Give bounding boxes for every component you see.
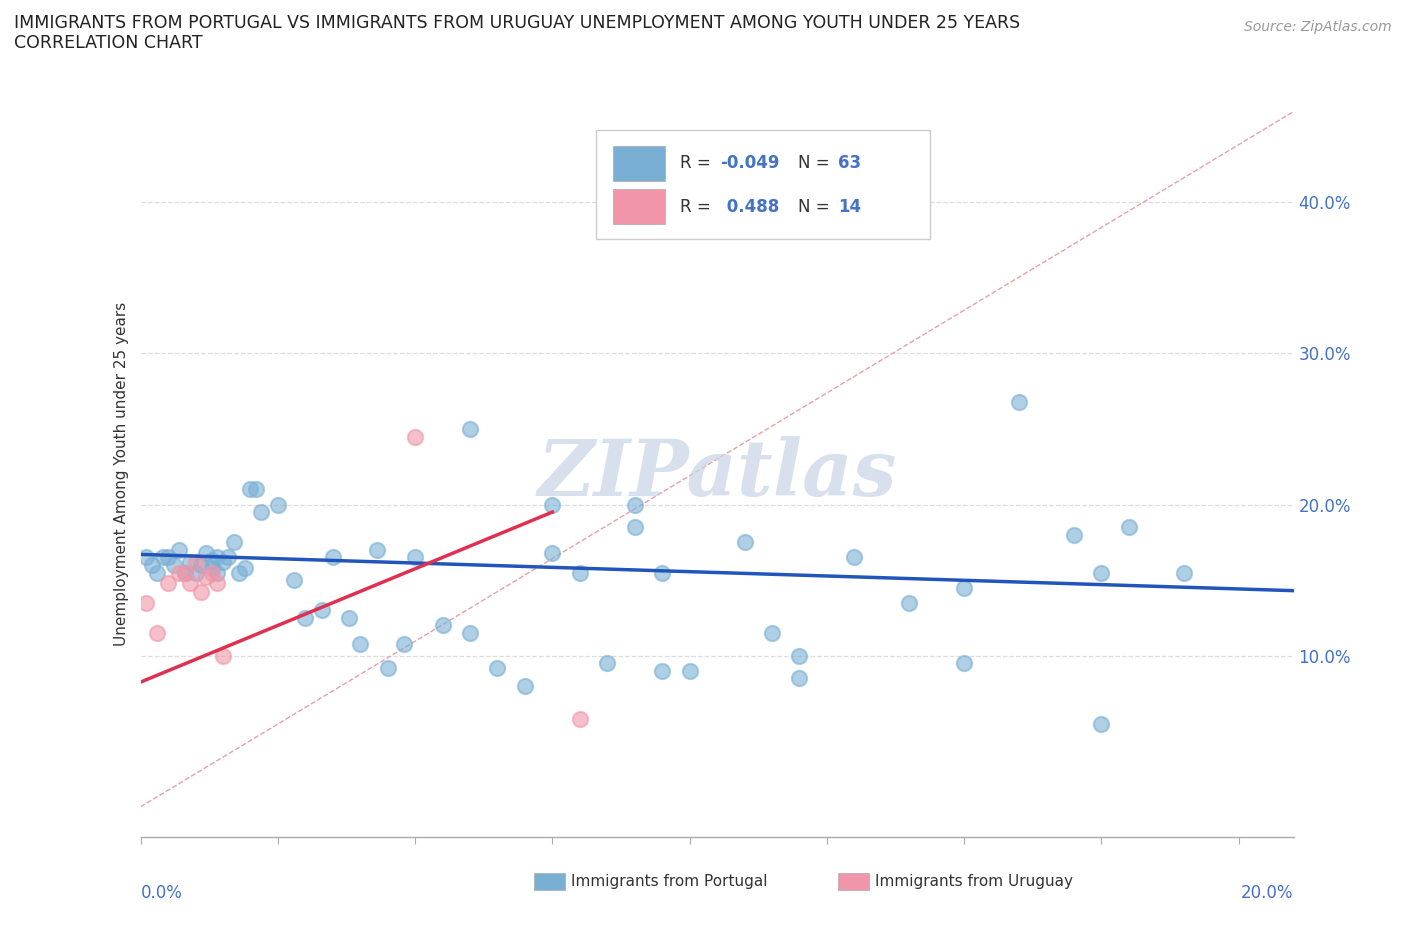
- Point: [190, 585, 212, 600]
- Point: [207, 565, 229, 580]
- Point: [541, 545, 564, 560]
- Point: [146, 565, 169, 580]
- Point: [146, 626, 169, 641]
- Point: [392, 636, 415, 651]
- Point: [568, 565, 591, 580]
- Point: [294, 610, 316, 625]
- Text: R =: R =: [681, 154, 716, 172]
- Point: [173, 565, 195, 580]
- Point: [458, 421, 481, 436]
- Text: 14: 14: [838, 198, 862, 216]
- FancyBboxPatch shape: [596, 130, 931, 239]
- Point: [250, 505, 273, 520]
- Text: 0.0%: 0.0%: [141, 884, 183, 901]
- Point: [228, 565, 250, 580]
- Point: [1118, 520, 1140, 535]
- Text: 63: 63: [838, 154, 862, 172]
- Point: [432, 618, 454, 633]
- Bar: [613, 146, 665, 180]
- Point: [179, 576, 201, 591]
- Point: [734, 535, 756, 550]
- Point: [678, 663, 700, 678]
- Point: [195, 545, 218, 560]
- Point: [789, 671, 811, 685]
- Text: 0.488: 0.488: [720, 198, 779, 216]
- Point: [311, 603, 333, 618]
- Point: [184, 554, 207, 569]
- Point: [217, 550, 239, 565]
- Text: Immigrants from Uruguay: Immigrants from Uruguay: [875, 874, 1073, 889]
- Point: [135, 595, 157, 610]
- Text: ZIPatlas: ZIPatlas: [537, 436, 897, 512]
- Text: R =: R =: [681, 198, 716, 216]
- Text: 20.0%: 20.0%: [1241, 884, 1294, 901]
- Point: [167, 565, 190, 580]
- Point: [201, 561, 224, 576]
- Point: [201, 553, 224, 568]
- Point: [135, 550, 157, 565]
- Point: [761, 626, 783, 641]
- Point: [377, 660, 399, 675]
- Point: [404, 550, 426, 565]
- Point: [1090, 565, 1112, 580]
- Point: [162, 558, 184, 573]
- Text: Source: ZipAtlas.com: Source: ZipAtlas.com: [1244, 20, 1392, 34]
- Point: [486, 660, 509, 675]
- Point: [233, 561, 256, 576]
- Point: [322, 550, 344, 565]
- Text: IMMIGRANTS FROM PORTUGAL VS IMMIGRANTS FROM URUGUAY UNEMPLOYMENT AMONG YOUTH UND: IMMIGRANTS FROM PORTUGAL VS IMMIGRANTS F…: [14, 14, 1021, 32]
- Point: [337, 610, 360, 625]
- Point: [458, 626, 481, 641]
- Point: [212, 554, 235, 569]
- Point: [623, 520, 645, 535]
- Point: [267, 498, 290, 512]
- Point: [245, 482, 267, 497]
- Point: [184, 565, 207, 580]
- Point: [953, 580, 976, 595]
- Point: [596, 656, 619, 671]
- Point: [157, 550, 180, 565]
- Point: [1008, 394, 1031, 409]
- Y-axis label: Unemployment Among Youth under 25 years: Unemployment Among Youth under 25 years: [114, 302, 129, 646]
- Point: [141, 558, 163, 573]
- Point: [1173, 565, 1195, 580]
- Point: [157, 576, 180, 591]
- Point: [239, 482, 262, 497]
- Text: Immigrants from Portugal: Immigrants from Portugal: [571, 874, 768, 889]
- Point: [651, 565, 673, 580]
- Text: N =: N =: [797, 154, 835, 172]
- Point: [1090, 716, 1112, 731]
- Point: [179, 554, 201, 569]
- Point: [1063, 527, 1085, 542]
- Point: [222, 535, 245, 550]
- Text: -0.049: -0.049: [720, 154, 780, 172]
- Point: [568, 711, 591, 726]
- Point: [207, 550, 229, 565]
- Point: [789, 648, 811, 663]
- Point: [173, 565, 195, 580]
- Point: [283, 573, 305, 588]
- Point: [152, 550, 174, 565]
- Point: [366, 542, 388, 557]
- Point: [623, 498, 645, 512]
- Point: [953, 656, 976, 671]
- Point: [541, 498, 564, 512]
- Point: [207, 576, 229, 591]
- Point: [201, 565, 224, 580]
- Point: [651, 663, 673, 678]
- Point: [844, 550, 866, 565]
- Text: CORRELATION CHART: CORRELATION CHART: [14, 34, 202, 52]
- Point: [212, 648, 235, 663]
- Point: [195, 569, 218, 585]
- Point: [349, 636, 371, 651]
- Text: N =: N =: [797, 198, 835, 216]
- Point: [898, 595, 921, 610]
- Bar: [613, 189, 665, 224]
- Point: [404, 429, 426, 444]
- Point: [167, 542, 190, 557]
- Point: [190, 558, 212, 573]
- Point: [513, 679, 536, 694]
